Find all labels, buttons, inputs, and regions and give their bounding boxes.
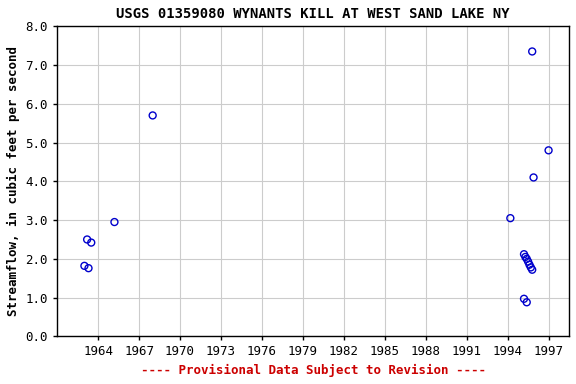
Point [529, 174, 538, 180]
Point [84, 265, 93, 271]
Point [520, 296, 529, 302]
Point [110, 219, 119, 225]
Point [544, 147, 553, 153]
Point [86, 240, 96, 246]
Point [520, 251, 529, 257]
Point [528, 48, 537, 55]
Title: USGS 01359080 WYNANTS KILL AT WEST SAND LAKE NY: USGS 01359080 WYNANTS KILL AT WEST SAND … [116, 7, 510, 21]
Point [522, 299, 531, 305]
Point [82, 237, 92, 243]
Point [524, 258, 533, 265]
Point [148, 113, 157, 119]
Point [521, 254, 530, 260]
Point [506, 215, 515, 221]
Point [526, 264, 536, 270]
Y-axis label: Streamflow, in cubic feet per second: Streamflow, in cubic feet per second [7, 46, 20, 316]
Point [525, 262, 534, 268]
Point [80, 263, 89, 269]
Point [528, 266, 537, 273]
Point [522, 256, 531, 262]
X-axis label: ---- Provisional Data Subject to Revision ----: ---- Provisional Data Subject to Revisio… [141, 364, 486, 377]
